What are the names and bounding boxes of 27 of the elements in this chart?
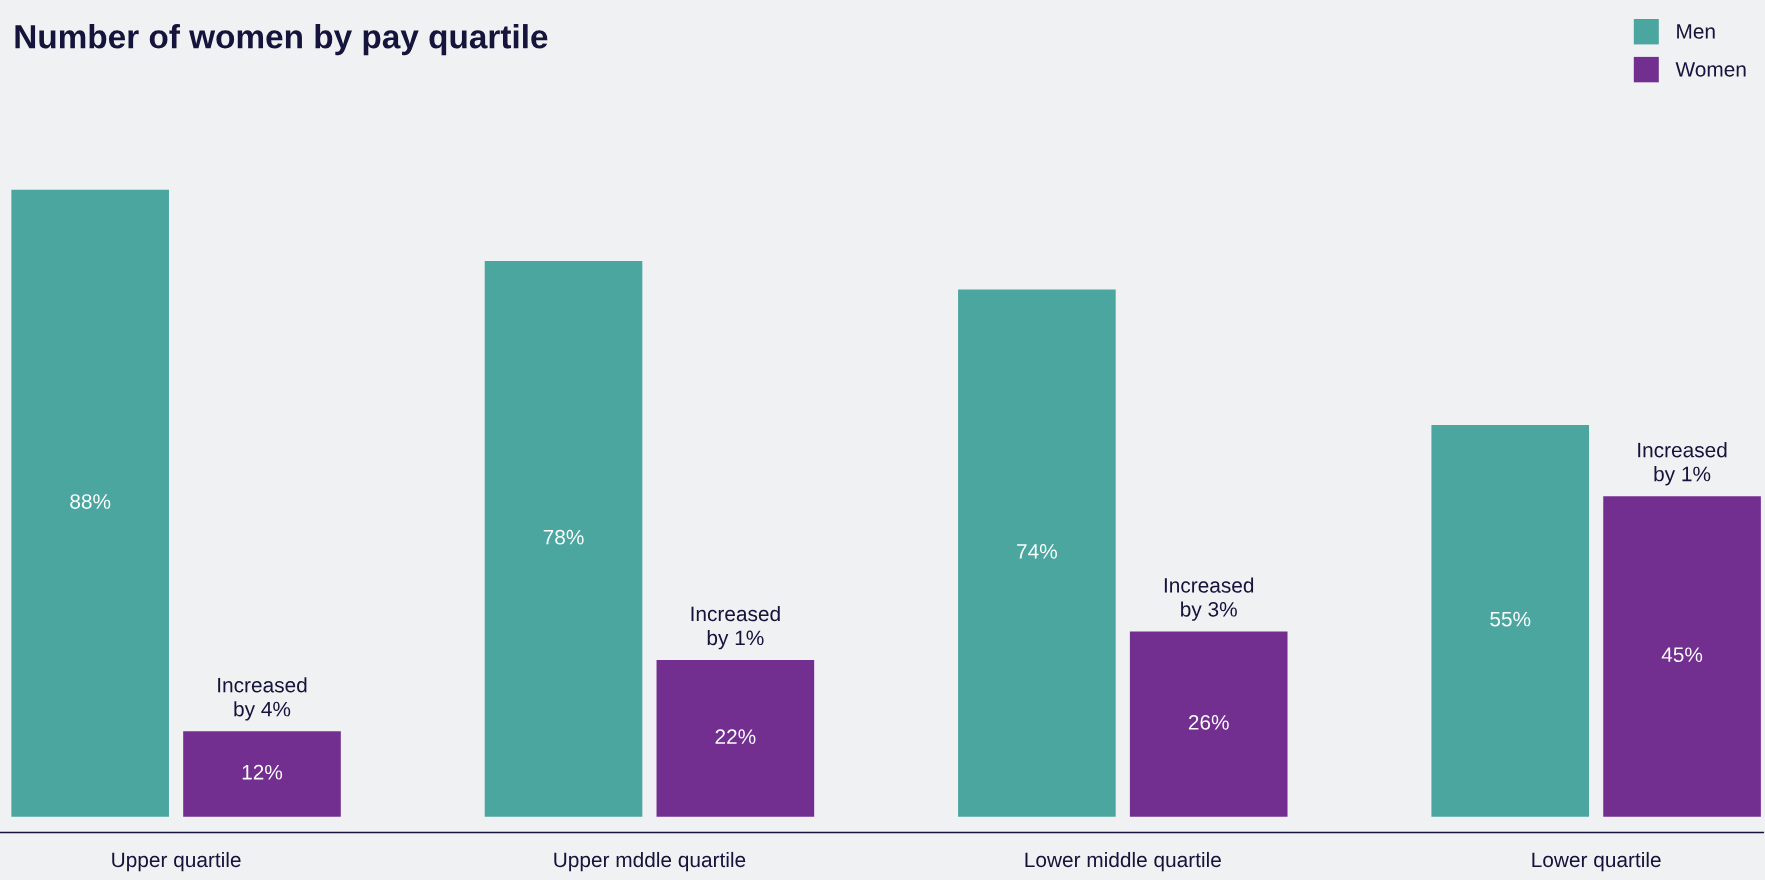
bar <box>484 261 643 817</box>
bar <box>1431 424 1590 817</box>
bar <box>1603 496 1761 817</box>
bar <box>183 731 341 817</box>
annotation: Increased by 1% <box>691 605 780 650</box>
bar <box>656 660 815 817</box>
data-label: 74% <box>1017 544 1057 559</box>
annotation: Increased by 1% <box>1638 442 1727 486</box>
chart-title: Number of women by pay quartile <box>15 24 548 56</box>
bar <box>1129 631 1288 817</box>
x-tick-label: Lower quartile <box>1532 851 1661 872</box>
bar <box>958 289 1116 817</box>
annotation: Increased by 3% <box>1164 577 1254 621</box>
data-label: 55% <box>1490 611 1531 627</box>
legend-label: Women <box>1675 62 1746 77</box>
data-label: 12% <box>242 764 283 780</box>
legend-label: Men <box>1677 24 1715 39</box>
data-label: 45% <box>1661 647 1703 663</box>
data-label: 78% <box>543 529 584 545</box>
data-label: 88% <box>70 494 111 509</box>
bar <box>11 189 169 817</box>
data-label: 22% <box>715 729 756 744</box>
annotation: Increased by 4% <box>218 677 307 721</box>
data-label: 26% <box>1188 714 1229 730</box>
x-tick-label: Upper quartile <box>112 851 241 872</box>
x-tick-label: Lower middle quartile <box>1025 851 1221 872</box>
x-tick-label: Upper mddle quartile <box>554 851 746 872</box>
